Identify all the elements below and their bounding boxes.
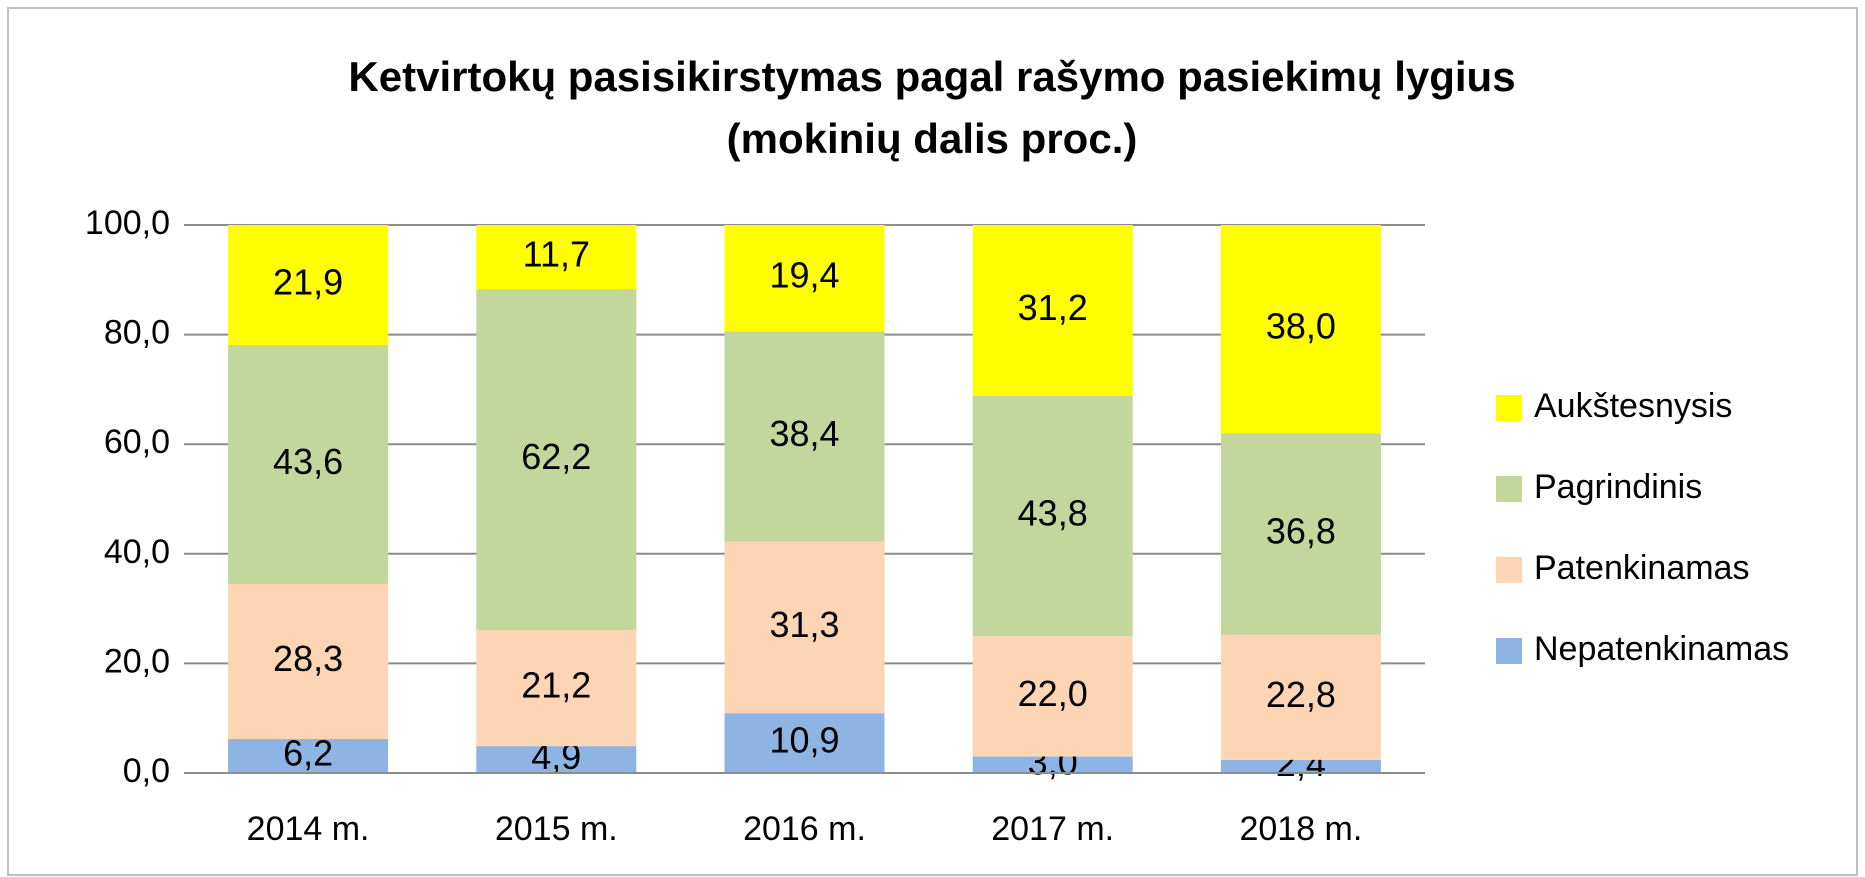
y-tick-label: 60,0 [104,423,170,461]
bar-segment [476,629,637,747]
bar-segment [1220,433,1381,635]
data-label: 31,2 [1018,287,1088,328]
bar-segment [724,541,885,714]
data-label: 38,0 [1266,306,1336,347]
y-tick-label: 80,0 [104,314,170,352]
bar-segment [228,345,389,584]
data-label: 36,8 [1266,511,1336,552]
bar-segment [1220,225,1381,434]
legend-swatch [1496,638,1522,664]
legend-label: Pagrindinis [1534,468,1702,506]
legend-swatch [1496,557,1522,583]
bar-segment [724,331,885,542]
x-tick-label: 2018 m. [1239,810,1362,848]
bar-segment [724,713,885,773]
data-label: 10,9 [769,720,839,761]
data-label: 11,7 [523,234,590,275]
x-tick-label: 2014 m. [247,810,370,848]
bar-segment [228,583,389,740]
data-label: 43,8 [1018,493,1088,534]
legend-swatch [1496,395,1522,421]
y-tick-label: 20,0 [104,642,170,680]
y-tick-label: 100,0 [85,204,170,242]
bar-segment [476,289,637,630]
chart-title: (mokinių dalis proc.) [727,115,1138,162]
legend-label: Nepatenkinamas [1534,630,1789,668]
y-tick-label: 40,0 [104,533,170,571]
bar-segment [972,395,1133,636]
legend-label: Patenkinamas [1534,549,1749,587]
bar-segment [1220,759,1381,773]
bar-segment [972,636,1133,757]
data-label: 38,4 [769,413,839,454]
x-tick-label: 2015 m. [495,810,618,848]
data-label: 22,8 [1266,674,1336,715]
bar-segment [228,739,389,773]
data-label: 6,2 [283,733,333,774]
x-tick-label: 2016 m. [743,810,866,848]
bar-segment [1220,634,1381,760]
data-label: 22,0 [1018,673,1088,714]
data-label: 62,2 [521,436,591,477]
bar-segment [972,225,1133,396]
data-label: 31,3 [769,604,839,645]
data-label: 28,3 [273,638,343,679]
legend-swatch [1496,476,1522,502]
bar-segment [476,746,637,773]
x-tick-label: 2017 m. [991,810,1114,848]
data-label: 21,9 [273,262,343,303]
y-tick-label: 0,0 [123,752,170,790]
bar-segment [228,225,389,346]
bar-segment [724,225,885,332]
bar-segment [972,756,1133,773]
data-label: 19,4 [769,255,839,296]
chart-title: Ketvirtokų pasisikirstymas pagal rašymo … [348,53,1515,100]
bar-segment [476,225,637,290]
data-label: 43,6 [273,441,343,482]
legend-label: Aukštesnysis [1534,387,1732,425]
data-label: 21,2 [521,665,591,706]
